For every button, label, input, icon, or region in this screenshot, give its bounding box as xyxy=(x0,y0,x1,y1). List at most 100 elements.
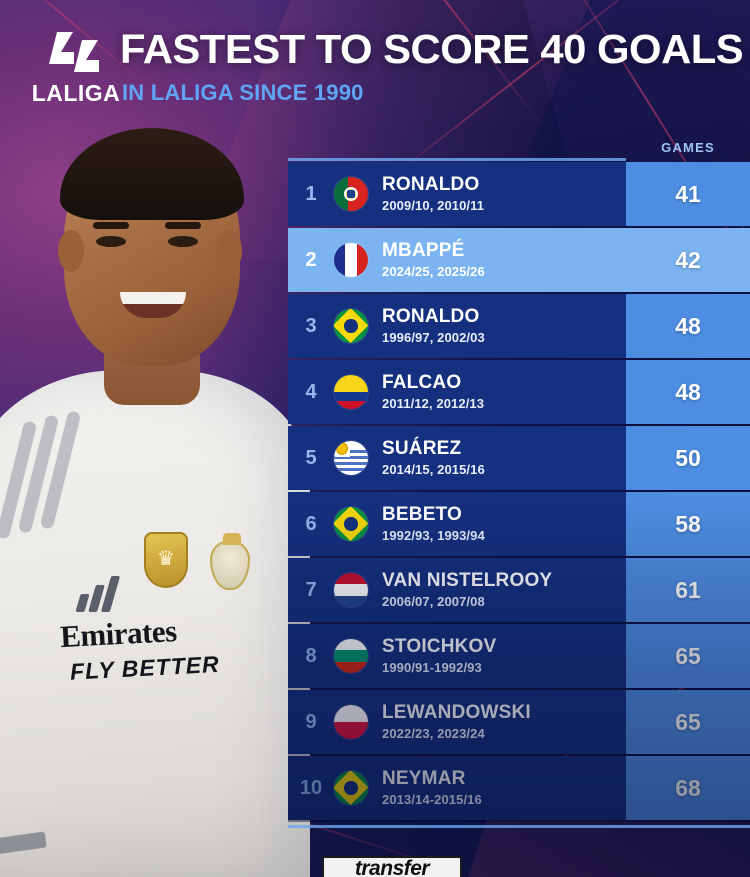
flag-poland-icon xyxy=(334,705,368,739)
player-photo-mbappe: Emirates FLY BETTER xyxy=(0,120,322,877)
player-seasons: 2009/10, 2010/11 xyxy=(382,197,485,213)
games-value: 48 xyxy=(626,360,750,424)
player-name: RONALDO xyxy=(382,306,480,328)
player-seasons: 1990/91-1992/93 xyxy=(382,659,482,675)
table-row: 4 FALCAO 2011/12, 2012/13 48 xyxy=(288,360,750,424)
games-value: 48 xyxy=(626,294,750,358)
player-info: LEWANDOWSKI 2022/23, 2023/24 xyxy=(382,703,531,741)
jersey-trophy-badge-icon xyxy=(144,532,188,588)
row-info: 6 BEBETO 1992/93, 1993/94 xyxy=(288,492,626,556)
header: LALIGA FASTEST TO SCORE 40 GOALS IN LALI… xyxy=(0,24,750,120)
laliga-logo-icon xyxy=(47,30,105,74)
rank-number: 8 xyxy=(305,644,317,667)
player-jersey xyxy=(0,370,310,877)
laliga-wordmark: LALIGA xyxy=(31,80,121,106)
rank-number: 5 xyxy=(305,446,317,469)
table-bottom-rule xyxy=(288,825,750,828)
player-eye xyxy=(168,236,198,247)
player-seasons: 2013/14-2015/16 xyxy=(382,791,482,807)
row-info: 10 NEYMAR 2013/14-2015/16 xyxy=(288,756,626,820)
games-value: 61 xyxy=(626,558,750,622)
rank-number: 9 xyxy=(305,710,317,733)
player-info: VAN NISTELROOY 2006/07, 2007/08 xyxy=(382,571,552,609)
rank-number: 1 xyxy=(305,182,317,205)
player-seasons: 2022/23, 2023/24 xyxy=(382,725,485,741)
player-name: SUÁREZ xyxy=(382,438,462,460)
player-hair xyxy=(60,128,244,220)
games-value: 41 xyxy=(626,162,750,226)
rank-number: 4 xyxy=(305,380,317,403)
rank-number: 3 xyxy=(305,314,317,337)
row-info: 1 RONALDO 2009/10, 2010/11 xyxy=(288,162,626,226)
games-value: 65 xyxy=(626,690,750,754)
flag-brazil-icon xyxy=(334,309,368,343)
player-name: FALCAO xyxy=(382,372,462,394)
flag-colombia-icon xyxy=(334,375,368,409)
player-info: RONALDO 2009/10, 2010/11 xyxy=(382,175,484,213)
table-row: 1 RONALDO 2009/10, 2010/11 41 xyxy=(288,162,750,226)
player-name: NEYMAR xyxy=(382,768,466,790)
row-info: 5 SUÁREZ 2014/15, 2015/16 xyxy=(288,426,626,490)
rank-number: 2 xyxy=(305,248,317,271)
player-seasons: 2024/25, 2025/26 xyxy=(382,263,485,279)
laliga-brand: LALIGA xyxy=(26,30,126,107)
rankings-rows: 1 RONALDO 2009/10, 2010/11 41 2 MBAPPÉ 2024/25… xyxy=(288,158,750,828)
stat-column-header: GAMES xyxy=(288,136,750,162)
player-seasons: 1996/97, 2002/03 xyxy=(382,329,485,345)
player-info: BEBETO 1992/93, 1993/94 xyxy=(382,505,485,543)
table-row: 5 SUÁREZ 2014/15, 2015/16 50 xyxy=(288,426,750,490)
table-row: 9 LEWANDOWSKI 2022/23, 2023/24 65 xyxy=(288,690,750,754)
player-info: SUÁREZ 2014/15, 2015/16 xyxy=(382,439,485,477)
games-value: 68 xyxy=(626,756,750,820)
player-seasons: 2014/15, 2015/16 xyxy=(382,461,485,477)
player-eyebrow xyxy=(165,222,201,229)
player-seasons: 2006/07, 2007/08 xyxy=(382,593,485,609)
table-top-rule xyxy=(288,158,626,161)
player-name: STOICHKOV xyxy=(382,636,497,658)
row-info: 7 VAN NISTELROOY 2006/07, 2007/08 xyxy=(288,558,626,622)
player-name: VAN NISTELROOY xyxy=(382,570,553,592)
player-name: BEBETO xyxy=(382,504,463,526)
rank-number: 6 xyxy=(305,512,317,535)
player-eye xyxy=(96,236,126,247)
table-row: 6 BEBETO 1992/93, 1993/94 58 xyxy=(288,492,750,556)
table-row: 7 VAN NISTELROOY 2006/07, 2007/08 61 xyxy=(288,558,750,622)
flag-brazil-icon xyxy=(334,771,368,805)
source-watermark: transfer xyxy=(322,856,462,877)
watermark-label: transfer xyxy=(354,857,430,877)
flag-france-icon xyxy=(334,243,368,277)
table-row: 8 STOICHKOV 1990/91-1992/93 65 xyxy=(288,624,750,688)
player-name: LEWANDOWSKI xyxy=(382,702,531,724)
player-seasons: 2011/12, 2012/13 xyxy=(382,395,485,411)
player-name: RONALDO xyxy=(382,174,480,196)
player-info: NEYMAR 2013/14-2015/16 xyxy=(382,769,482,807)
page-title: FASTEST TO SCORE 40 GOALS xyxy=(120,26,744,72)
player-ear xyxy=(216,230,242,272)
table-row: 3 RONALDO 1996/97, 2002/03 48 xyxy=(288,294,750,358)
adidas-logo-icon xyxy=(75,572,132,612)
table-row: 10 NEYMAR 2013/14-2015/16 68 xyxy=(288,756,750,820)
flag-brazil-icon xyxy=(334,507,368,541)
player-info: STOICHKOV 1990/91-1992/93 xyxy=(382,637,496,675)
games-value: 42 xyxy=(626,228,750,292)
row-info: 3 RONALDO 1996/97, 2002/03 xyxy=(288,294,626,358)
flag-portugal-icon xyxy=(334,177,368,211)
player-ear xyxy=(58,230,84,272)
row-info: 2 MBAPPÉ 2024/25, 2025/26 xyxy=(288,228,626,292)
player-info: RONALDO 1996/97, 2002/03 xyxy=(382,307,485,345)
row-info: 9 LEWANDOWSKI 2022/23, 2023/24 xyxy=(288,690,626,754)
table-row: 2 MBAPPÉ 2024/25, 2025/26 42 xyxy=(288,228,750,292)
flag-bulgaria-icon xyxy=(334,639,368,673)
games-label: GAMES xyxy=(661,140,715,155)
page-subtitle: IN LALIGA SINCE 1990 xyxy=(122,80,364,105)
row-info: 4 FALCAO 2011/12, 2012/13 xyxy=(288,360,626,424)
flag-netherlands-icon xyxy=(334,573,368,607)
player-name: MBAPPÉ xyxy=(382,240,465,262)
rank-number: 7 xyxy=(305,578,317,601)
player-eyebrow xyxy=(93,222,129,229)
flag-uruguay-icon xyxy=(334,441,368,475)
games-value: 58 xyxy=(626,492,750,556)
rank-number: 10 xyxy=(299,776,323,799)
player-info: FALCAO 2011/12, 2012/13 xyxy=(382,373,484,411)
